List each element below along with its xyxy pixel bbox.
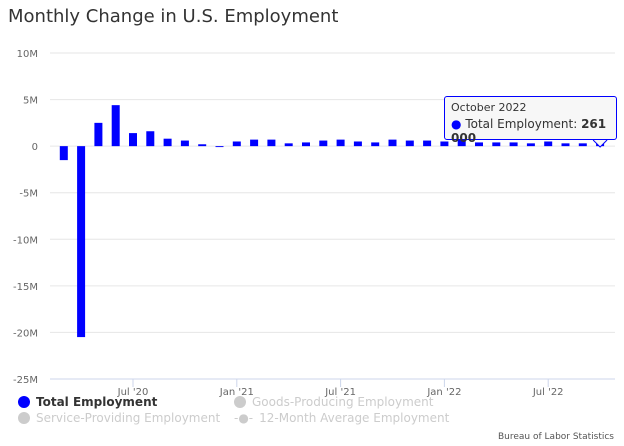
bar (336, 139, 345, 147)
legend-line-marker-icon: -●- (234, 411, 254, 425)
chart-title: Monthly Change in U.S. Employment (8, 6, 339, 27)
bar (284, 143, 293, 147)
bar (250, 139, 259, 147)
bar (129, 133, 137, 147)
bar (561, 143, 570, 147)
bar (232, 141, 241, 147)
bar (526, 143, 535, 147)
legend-item-goods[interactable]: Goods-Producing Employment (234, 395, 433, 409)
bar (267, 139, 276, 147)
legend-item-service[interactable]: Service-Providing Employment (18, 411, 220, 425)
x-tick-label: Jan '21 (219, 387, 254, 398)
bar (405, 140, 414, 147)
bar (319, 140, 328, 147)
y-tick-label: -20M (13, 328, 38, 339)
legend-dot-icon (18, 396, 30, 408)
bar (198, 144, 207, 147)
y-tick-label: 10M (17, 49, 38, 60)
x-tick-label: Jul '21 (324, 387, 356, 398)
y-tick-label: -25M (13, 375, 38, 386)
series-dot-icon: ● (451, 117, 462, 131)
bar (388, 139, 397, 147)
bar (77, 146, 86, 338)
bar (146, 131, 155, 147)
bar (492, 142, 501, 147)
bar (302, 142, 310, 147)
legend-dot-icon (18, 412, 30, 424)
tooltip-series: Total Employment: (465, 117, 582, 131)
y-tick-label: -10M (13, 235, 38, 246)
bar (440, 141, 449, 147)
bar (59, 146, 68, 161)
y-tick-label: 5M (23, 96, 38, 107)
bar (353, 141, 362, 147)
bar (371, 142, 380, 147)
bar (163, 138, 172, 147)
legend-item-total[interactable]: Total Employment (18, 395, 157, 409)
tooltip: October 2022 ● Total Employment: 261 000 (444, 96, 617, 145)
bar (111, 105, 120, 147)
legend-dot-icon (234, 396, 246, 408)
tooltip-value: 261 000 (451, 117, 607, 145)
bar (94, 122, 103, 147)
tooltip-pointer (592, 139, 608, 148)
legend-item-average[interactable]: -●- 12-Month Average Employment (234, 411, 450, 425)
bar (475, 142, 483, 147)
bar (578, 143, 587, 147)
bar (180, 140, 189, 147)
tooltip-header: October 2022 (451, 101, 527, 114)
x-tick-label: Jan '22 (426, 387, 461, 398)
source-credit[interactable]: Bureau of Labor Statistics (498, 432, 614, 442)
x-tick-label: Jul '20 (117, 387, 149, 398)
bar (457, 139, 466, 147)
y-tick-label: -5M (19, 189, 38, 200)
y-tick-label: 0 (32, 142, 38, 153)
bar (423, 140, 432, 147)
y-tick-label: -15M (13, 282, 38, 293)
x-tick-label: Jul '22 (532, 387, 564, 398)
bar (509, 142, 518, 147)
bar (215, 146, 224, 148)
bar (544, 141, 553, 147)
